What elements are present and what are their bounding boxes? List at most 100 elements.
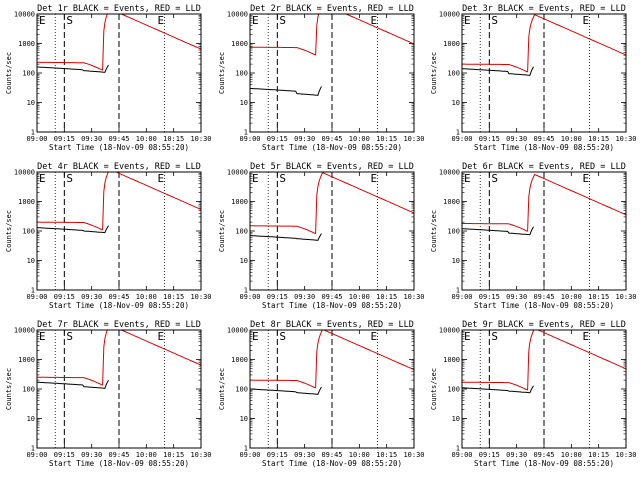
y-tick-label: 100 xyxy=(235,70,248,78)
y-tick-label: 1 xyxy=(456,287,460,295)
x-tick-label: 10:00 xyxy=(136,451,157,459)
y-tick-label: 100 xyxy=(447,70,460,78)
marker-e-label: E xyxy=(370,172,377,185)
lld-series-line xyxy=(462,330,626,391)
detector-panel: Det 8r BLACK = Events, RED = LLD 1 10 100 10… xyxy=(218,320,425,468)
x-tick-label: 09:30 xyxy=(81,451,102,459)
marker-e-label: E xyxy=(582,172,589,185)
x-tick-label: 09:15 xyxy=(54,451,75,459)
y-axis-label: Counts/sec xyxy=(218,210,226,252)
marker-e-label: E xyxy=(464,172,471,185)
x-tick-label: 09:45 xyxy=(108,135,129,143)
x-tick-label: 09:30 xyxy=(506,293,527,301)
x-axis-label: Start Time (18-Nov-09 08:55:20) xyxy=(262,143,402,152)
marker-s-label: S xyxy=(66,330,73,343)
marker-e-label: E xyxy=(252,172,259,185)
lld-series-line xyxy=(37,330,201,386)
marker-s-label: S xyxy=(491,14,498,27)
x-tick-label: 09:30 xyxy=(506,135,527,143)
y-axis-label: Counts/sec xyxy=(218,52,226,94)
x-tick-label: 10:30 xyxy=(190,293,211,301)
events-series-line xyxy=(37,64,109,73)
detector-panel: Det 5r BLACK = Events, RED = LLD 1 10 100 10… xyxy=(218,162,425,310)
detector-panel: Det 9r BLACK = Events, RED = LLD 1 10 100 10… xyxy=(430,320,637,468)
lld-series-line xyxy=(462,14,626,73)
x-tick-label: 10:00 xyxy=(349,451,370,459)
y-tick-label: 1 xyxy=(31,287,35,295)
y-tick-label: 10000 xyxy=(14,11,35,19)
y-tick-label: 10 xyxy=(452,415,460,423)
detector-panel: Det 1r BLACK = Events, RED = LLD 1 10 100 10… xyxy=(5,4,212,152)
panel-title: Det 9r BLACK = Events, RED = LLD xyxy=(462,320,626,330)
y-tick-label: 100 xyxy=(22,386,35,394)
x-tick-label: 09:45 xyxy=(321,293,342,301)
marker-e-label: E xyxy=(464,330,471,343)
panel-title: Det 5r BLACK = Events, RED = LLD xyxy=(250,162,414,172)
x-tick-label: 10:00 xyxy=(136,135,157,143)
x-axis-label: Start Time (18-Nov-09 08:55:20) xyxy=(474,143,614,152)
plot-frame xyxy=(249,171,415,291)
x-tick-label: 10:00 xyxy=(561,293,582,301)
detector-panel: Det 2r BLACK = Events, RED = LLD 1 10 100 10… xyxy=(218,4,425,152)
lld-series-line xyxy=(37,172,201,231)
x-tick-label: 09:00 xyxy=(239,293,260,301)
x-tick-label: 10:15 xyxy=(376,451,397,459)
lld-series-line xyxy=(37,14,201,71)
x-tick-label: 10:15 xyxy=(163,293,184,301)
x-tick-label: 09:15 xyxy=(54,135,75,143)
y-tick-label: 1 xyxy=(456,129,460,137)
x-tick-label: 09:15 xyxy=(54,293,75,301)
y-tick-label: 1 xyxy=(244,445,248,453)
x-tick-label: 09:00 xyxy=(451,135,472,143)
x-tick-label: 10:15 xyxy=(163,135,184,143)
x-tick-label: 09:00 xyxy=(26,293,47,301)
x-tick-label: 09:30 xyxy=(506,451,527,459)
y-tick-label: 10 xyxy=(240,415,248,423)
y-tick-label: 1000 xyxy=(443,40,460,48)
x-tick-label: 10:30 xyxy=(190,135,211,143)
y-tick-label: 10 xyxy=(240,99,248,107)
x-tick-label: 10:30 xyxy=(190,451,211,459)
y-tick-label: 10 xyxy=(27,415,35,423)
x-tick-label: 09:30 xyxy=(81,293,102,301)
detector-panel: Det 4r BLACK = Events, RED = LLD 1 10 100 10… xyxy=(5,162,212,310)
x-tick-label: 10:15 xyxy=(588,293,609,301)
x-axis-label: Start Time (18-Nov-09 08:55:20) xyxy=(49,301,189,310)
detector-panel: Det 3r BLACK = Events, RED = LLD 1 10 100 10… xyxy=(430,4,637,152)
x-tick-label: 09:15 xyxy=(479,135,500,143)
x-tick-label: 09:15 xyxy=(267,135,288,143)
marker-e-label: E xyxy=(252,330,259,343)
y-tick-label: 10000 xyxy=(227,327,248,335)
y-tick-label: 1 xyxy=(244,129,248,137)
plot-frame xyxy=(36,329,202,449)
y-axis-label: Counts/sec xyxy=(5,368,13,410)
y-tick-label: 10 xyxy=(27,257,35,265)
x-tick-label: 10:15 xyxy=(163,451,184,459)
events-series-line xyxy=(250,386,322,395)
x-tick-label: 10:30 xyxy=(403,451,424,459)
lld-series-line xyxy=(250,172,414,235)
x-tick-label: 09:30 xyxy=(294,451,315,459)
plot-frame xyxy=(461,171,627,291)
y-tick-label: 1 xyxy=(456,445,460,453)
panel-title: Det 2r BLACK = Events, RED = LLD xyxy=(250,4,414,14)
marker-s-label: S xyxy=(279,14,286,27)
marker-s-label: S xyxy=(66,172,73,185)
events-series-line xyxy=(250,233,322,241)
y-tick-label: 1 xyxy=(31,445,35,453)
lld-series-line xyxy=(462,173,626,232)
y-tick-label: 100 xyxy=(235,228,248,236)
x-tick-label: 10:30 xyxy=(615,293,636,301)
x-tick-label: 09:00 xyxy=(26,135,47,143)
x-tick-label: 09:15 xyxy=(479,293,500,301)
x-tick-label: 10:15 xyxy=(588,451,609,459)
x-axis-label: Start Time (18-Nov-09 08:55:20) xyxy=(474,301,614,310)
marker-s-label: S xyxy=(491,330,498,343)
y-axis-label: Counts/sec xyxy=(5,52,13,94)
y-axis-label: Counts/sec xyxy=(430,368,438,410)
x-tick-label: 09:45 xyxy=(108,451,129,459)
x-tick-label: 09:30 xyxy=(81,135,102,143)
x-tick-label: 09:00 xyxy=(451,451,472,459)
events-series-line xyxy=(250,86,322,96)
